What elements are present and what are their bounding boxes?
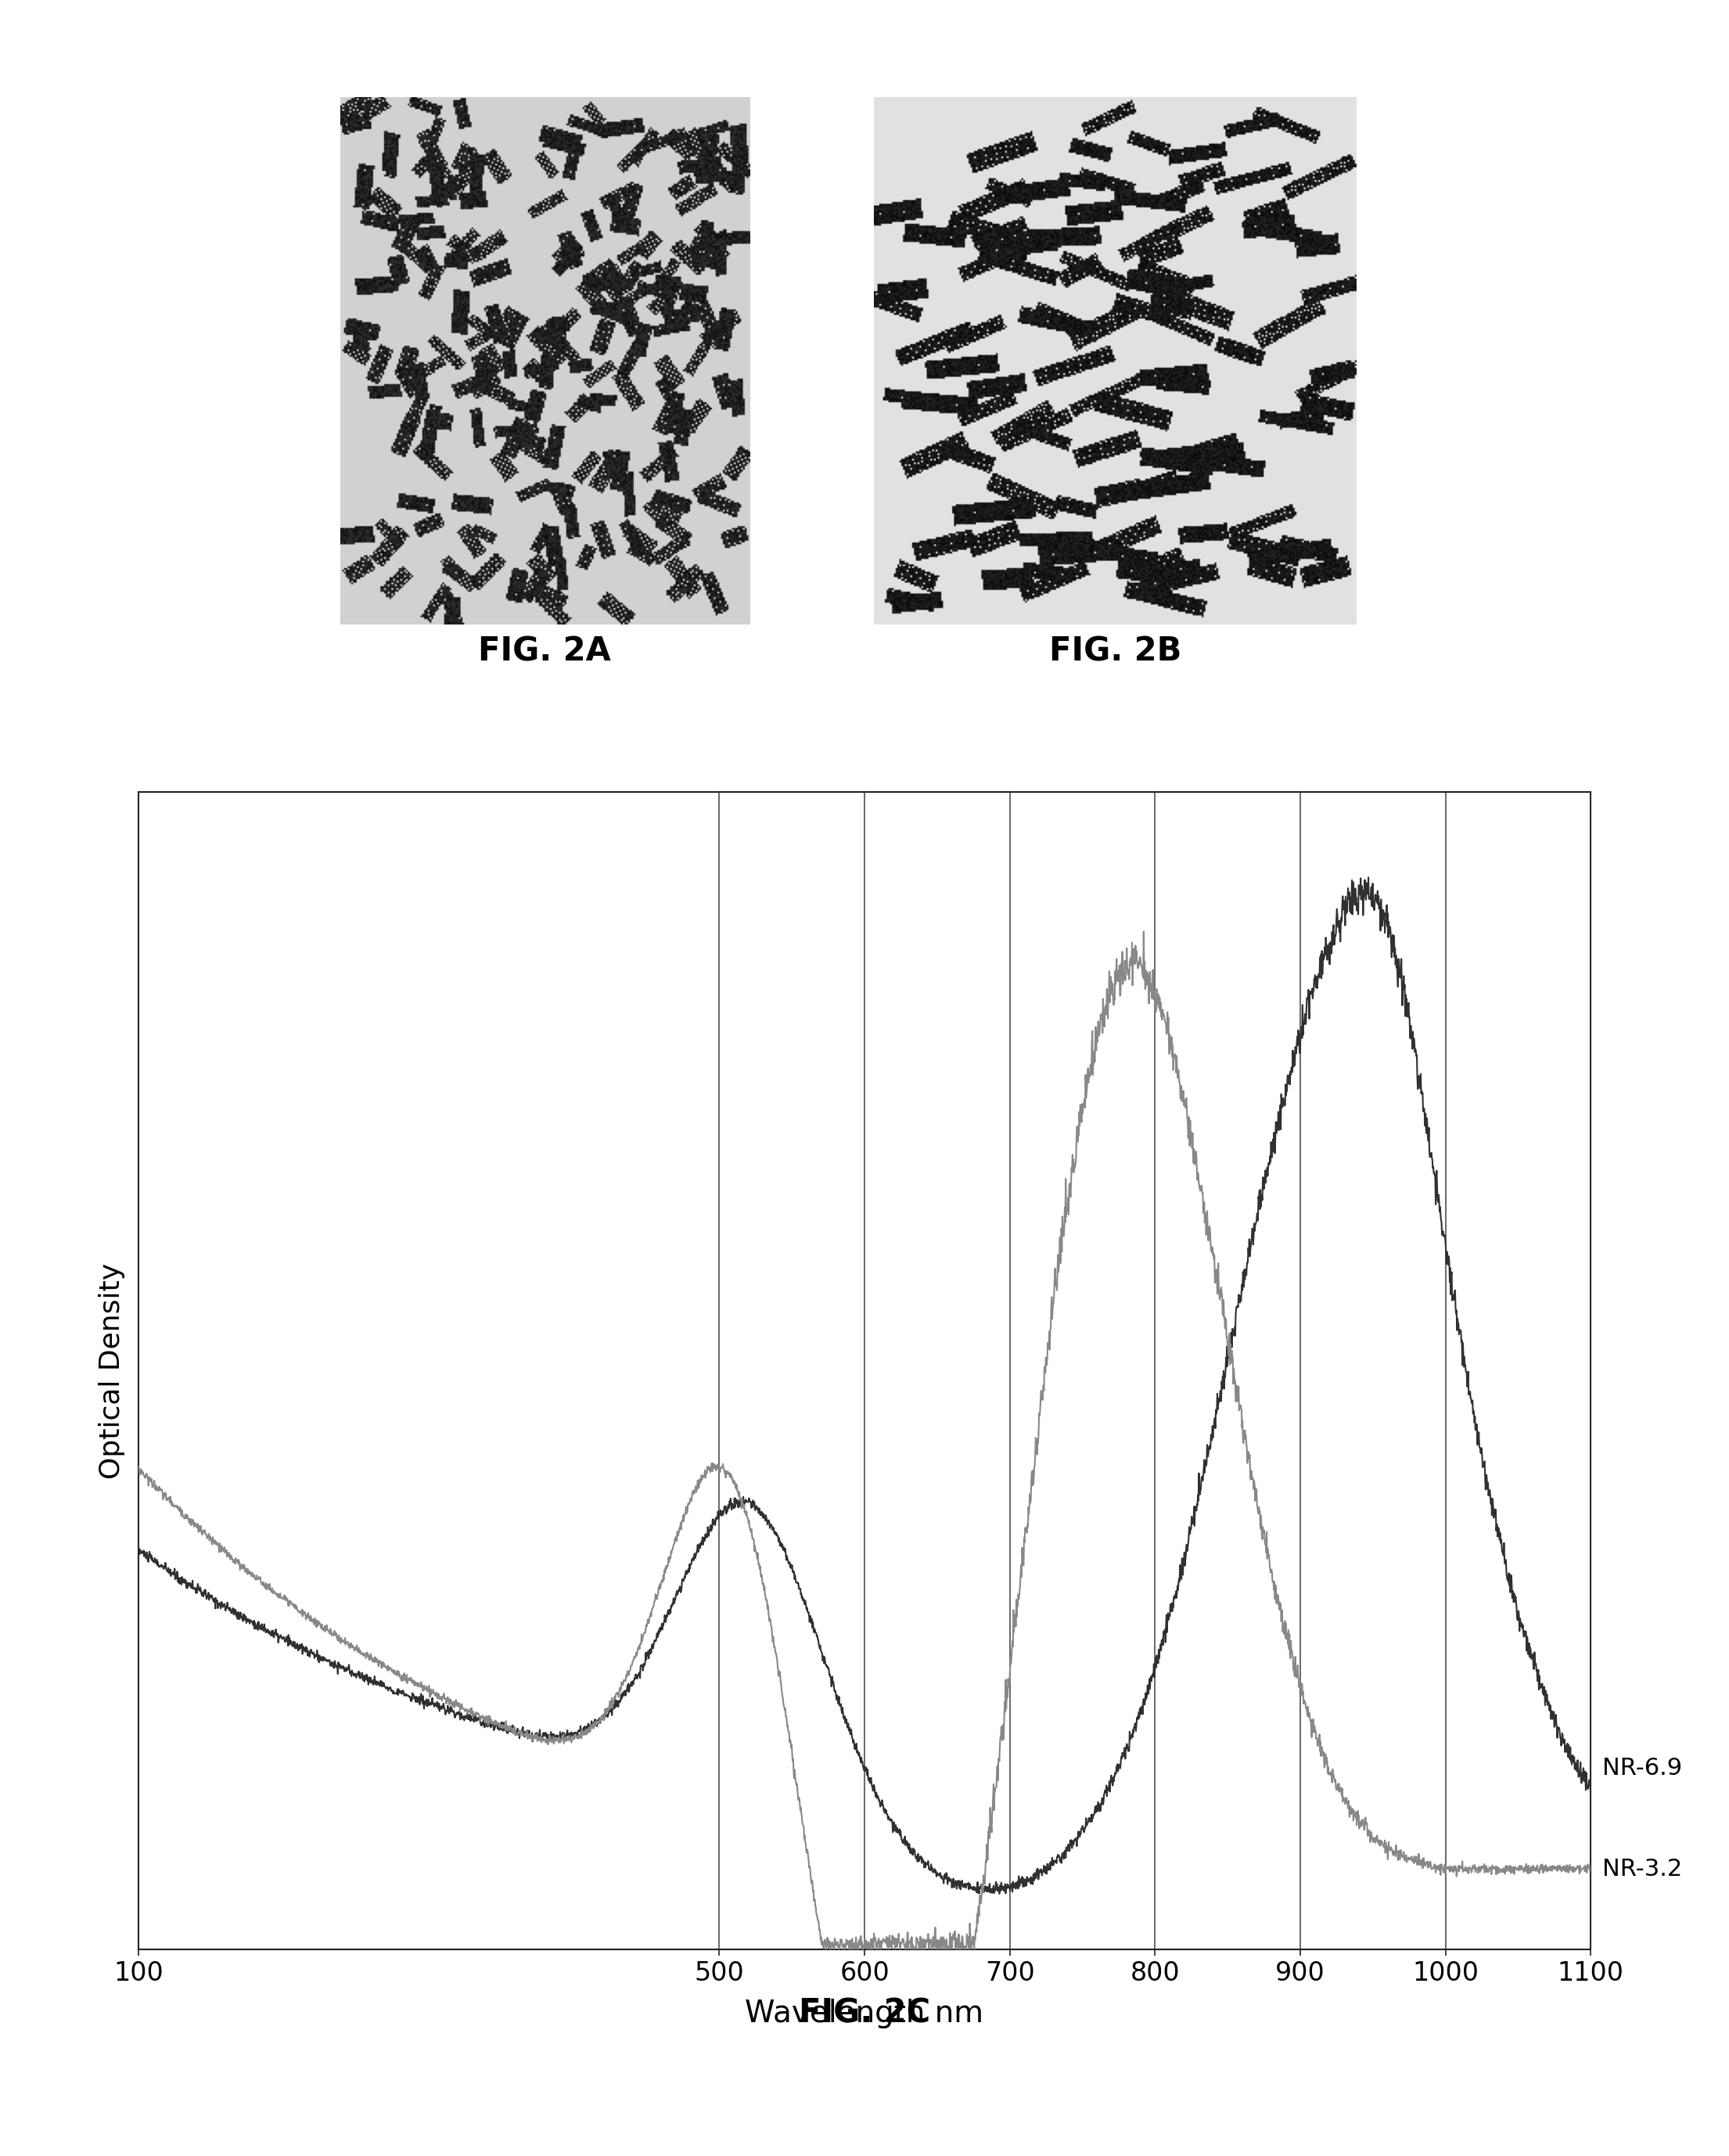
Text: NR-6.9: NR-6.9	[1603, 1757, 1682, 1779]
X-axis label: Wavelength nm: Wavelength nm	[745, 1999, 984, 2029]
Text: FIG. 2B: FIG. 2B	[1050, 636, 1181, 668]
Y-axis label: Optical Density: Optical Density	[99, 1263, 124, 1479]
Text: FIG. 2A: FIG. 2A	[479, 636, 610, 668]
Text: FIG. 2C: FIG. 2C	[799, 1996, 930, 2031]
Text: NR-3.2: NR-3.2	[1603, 1858, 1682, 1880]
